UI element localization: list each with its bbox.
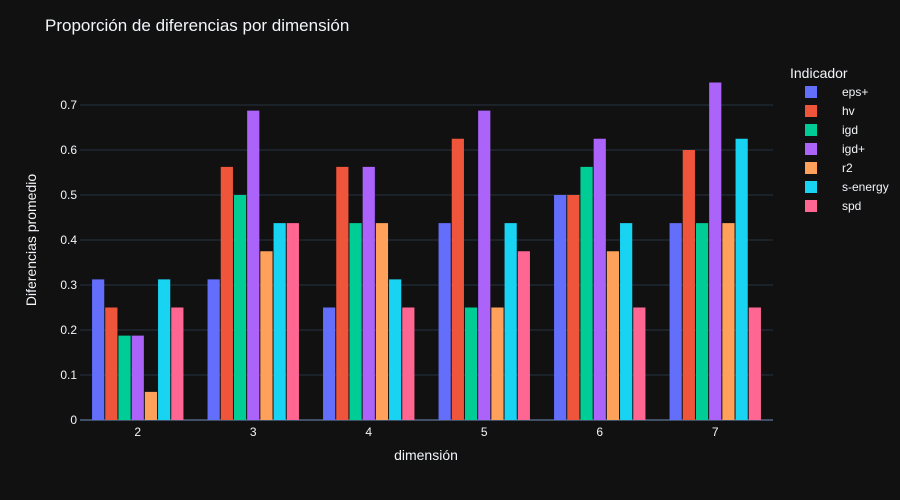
bar-hv-5[interactable] <box>451 138 464 420</box>
bar-s-energy-3[interactable] <box>273 223 286 420</box>
bar-igd+-3[interactable] <box>247 110 260 420</box>
legend-item-igd[interactable]: igd <box>805 123 858 137</box>
bar-igd+-4[interactable] <box>362 166 375 420</box>
bar-igd+-2[interactable] <box>131 335 144 420</box>
x-tick-label: 7 <box>712 425 719 439</box>
bar-eps+-3[interactable] <box>207 279 220 420</box>
legend-item-r2[interactable]: r2 <box>805 161 853 175</box>
bar-r2-3[interactable] <box>260 251 273 420</box>
bar-spd-6[interactable] <box>633 307 646 421</box>
bar-igd-2[interactable] <box>118 335 131 420</box>
legend-item-eps+[interactable]: eps+ <box>805 85 868 99</box>
y-axis-ticks: 0 0.1 0.2 0.3 0.4 0.5 0.6 0.7 <box>60 98 77 427</box>
bar-spd-5[interactable] <box>517 251 530 420</box>
legend[interactable]: Indicador eps+ hv igd igd+ r2 s-energy spd <box>790 65 889 213</box>
bar-hv-4[interactable] <box>336 166 349 420</box>
bar-igd-4[interactable] <box>349 223 362 420</box>
bar-s-energy-5[interactable] <box>504 223 517 420</box>
legend-item-hv[interactable]: hv <box>805 104 855 118</box>
legend-label: r2 <box>842 161 853 175</box>
bar-hv-7[interactable] <box>682 150 695 420</box>
bar-igd+-6[interactable] <box>593 138 606 420</box>
x-axis-title: dimensión <box>394 447 458 463</box>
bar-s-energy-7[interactable] <box>735 138 748 420</box>
x-tick-label: 2 <box>134 425 141 439</box>
y-axis-title: Diferencias promedio <box>23 174 39 306</box>
bar-igd-6[interactable] <box>580 166 593 420</box>
legend-label: hv <box>842 104 855 118</box>
bar-igd-3[interactable] <box>233 195 247 420</box>
y-tick-label: 0.2 <box>60 323 77 337</box>
bar-r2-5[interactable] <box>491 307 504 421</box>
legend-item-s-energy[interactable]: s-energy <box>805 180 889 194</box>
legend-swatch <box>805 105 817 117</box>
y-tick-label: 0 <box>70 413 77 427</box>
bar-eps+-6[interactable] <box>554 195 567 420</box>
bar-r2-6[interactable] <box>606 251 620 420</box>
legend-swatch <box>805 181 817 193</box>
bar-s-energy-2[interactable] <box>158 279 171 420</box>
legend-label: s-energy <box>842 180 889 194</box>
legend-label: spd <box>842 199 861 213</box>
gridlines <box>80 104 773 421</box>
x-tick-label: 4 <box>365 425 372 439</box>
legend-swatch <box>805 143 817 155</box>
legend-item-spd[interactable]: spd <box>805 199 861 213</box>
legend-label: igd+ <box>842 142 865 156</box>
bars <box>92 82 761 421</box>
bar-igd+-5[interactable] <box>478 110 491 420</box>
bar-igd+-7[interactable] <box>709 82 722 421</box>
bar-eps+-4[interactable] <box>323 307 336 421</box>
y-tick-label: 0.6 <box>60 143 77 157</box>
bar-r2-4[interactable] <box>375 223 389 420</box>
chart-title: Proporción de diferencias por dimensión <box>45 16 349 35</box>
y-tick-label: 0.4 <box>60 233 77 247</box>
legend-swatch <box>805 200 817 212</box>
legend-swatch <box>805 124 817 136</box>
legend-swatch <box>805 162 817 174</box>
x-axis-ticks: 2 3 4 5 6 7 <box>134 425 719 439</box>
bar-eps+-7[interactable] <box>669 223 682 420</box>
x-tick-label: 3 <box>250 425 257 439</box>
bar-spd-3[interactable] <box>286 223 299 420</box>
legend-swatch <box>805 86 817 98</box>
bar-s-energy-4[interactable] <box>389 279 402 420</box>
bar-hv-6[interactable] <box>567 195 580 420</box>
y-tick-label: 0.3 <box>60 278 77 292</box>
bar-spd-2[interactable] <box>171 307 184 421</box>
y-tick-label: 0.1 <box>60 368 77 382</box>
legend-label: igd <box>842 123 858 137</box>
bar-eps+-2[interactable] <box>92 279 105 420</box>
bar-hv-2[interactable] <box>105 307 118 421</box>
bar-spd-4[interactable] <box>402 307 415 421</box>
bar-eps+-5[interactable] <box>438 223 451 420</box>
legend-title: Indicador <box>790 65 848 81</box>
bar-hv-3[interactable] <box>220 166 233 420</box>
legend-label: eps+ <box>842 85 868 99</box>
bar-r2-7[interactable] <box>722 223 735 420</box>
legend-item-igd+[interactable]: igd+ <box>805 142 865 156</box>
bar-igd-5[interactable] <box>464 307 478 421</box>
bar-igd-7[interactable] <box>695 223 709 420</box>
x-tick-label: 5 <box>481 425 488 439</box>
x-tick-label: 6 <box>596 425 603 439</box>
bar-s-energy-6[interactable] <box>620 223 633 420</box>
y-tick-label: 0.7 <box>60 98 77 112</box>
bar-spd-7[interactable] <box>748 307 761 421</box>
y-tick-label: 0.5 <box>60 188 77 202</box>
bar-r2-2[interactable] <box>144 391 158 420</box>
